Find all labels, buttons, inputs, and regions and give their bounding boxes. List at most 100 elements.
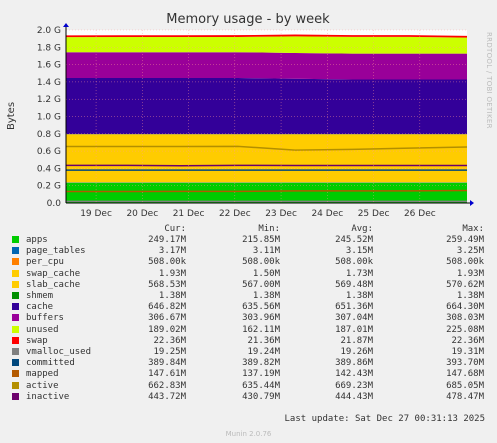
legend-cur-value: 568.53M (148, 279, 186, 290)
area-cache (66, 78, 467, 135)
legend-swatch (12, 247, 19, 255)
x-tick-label: 19 Dec (80, 209, 112, 219)
overlay-lines (66, 145, 468, 203)
legend-cur-value: 443.72M (148, 391, 186, 402)
y-tick-label: 1.4 G (37, 78, 61, 88)
legend-swatch (12, 236, 19, 243)
legend-swatch (12, 314, 19, 322)
legend-max-value: 685.05M (446, 380, 484, 391)
legend-max-value: 225.08M (446, 324, 484, 335)
line-active (66, 145, 468, 151)
header-min: Min: (258, 224, 280, 234)
legend-name: active (26, 380, 59, 391)
legend-name: committed (26, 358, 75, 369)
last-update: Last update: Sat Dec 27 00:31:13 2025 (284, 414, 485, 424)
legend-cur-value: 19.25M (153, 347, 186, 357)
legend-name: swap (26, 335, 48, 346)
header-cur: Cur: (164, 224, 186, 234)
legend-max-value: 19.31M (451, 347, 484, 357)
legend-swatch (12, 303, 19, 311)
legend-min-value: 1.50M (252, 268, 280, 279)
legend-name: per_cpu (26, 257, 64, 268)
legend-avg-value: 389.86M (335, 358, 373, 369)
header-max: Max: (462, 224, 484, 234)
stacked-areas (66, 34, 467, 203)
x-tick-label: 24 Dec (311, 209, 343, 219)
legend-cur-value: 508.00k (148, 257, 186, 268)
legend-avg-value: 142.43M (335, 369, 373, 380)
legend-row-shmem: shmem 1.38M 1.38M 1.38M 1.38M (12, 291, 492, 301)
chart-title: Memory usage - by week (166, 12, 330, 27)
legend-cur-value: 249.17M (148, 235, 186, 245)
legend-min-value: 635.44M (242, 380, 280, 391)
y-tick-label: 0.2 G (37, 182, 61, 192)
rrdtool-credit: RRDTOOL / TOBI OETIKER (485, 32, 493, 129)
legend-row-apps: apps 249.17M 215.85M 245.52M 259.49M (12, 235, 492, 245)
x-tick-label: 23 Dec (265, 209, 297, 219)
legend-avg-value: 307.04M (335, 313, 373, 324)
legend-row-slab-cache: slab_cache 568.53M 567.00M 569.48M 570.62M (12, 280, 492, 290)
legend-name: unused (26, 324, 59, 335)
legend-swatch (12, 258, 19, 266)
legend-min-value: 303.96M (242, 313, 280, 324)
legend-min-value: 19.24M (247, 347, 280, 357)
legend-row-inactive: inactive 443.72M 430.79M 444.43M 478.47M (12, 392, 492, 402)
y-tick-label: 1.8 G (37, 43, 61, 53)
legend-max-value: 22.36M (451, 335, 484, 346)
legend-avg-value: 444.43M (335, 391, 373, 402)
x-axis-ticks: 19 Dec 20 Dec 21 Dec 22 Dec 23 Dec 24 Dec 25 D… (80, 209, 436, 219)
legend-name: inactive (26, 391, 70, 402)
legend-avg-value: 19.26M (340, 347, 373, 357)
y-axis-ticks: 0.0 0.2 G 0.4 G 0.6 G 0.8 G 1.0 G 1.2 G 1.4 G 1.… (37, 26, 61, 209)
legend-name: page_tables (26, 246, 86, 257)
legend-max-value: 664.30M (446, 302, 484, 313)
y-tick-label: 0.8 G (37, 130, 61, 140)
legend-avg-value: 1.73M (345, 268, 373, 279)
legend-cur-value: 306.67M (148, 313, 186, 324)
legend-avg-value: 569.48M (335, 279, 373, 290)
legend-min-value: 567.00M (242, 279, 280, 290)
legend-max-value: 3.25M (456, 246, 484, 257)
legend-avg-value: 508.00k (335, 257, 373, 268)
y-tick-label: 2.0 G (37, 26, 61, 36)
legend-max-value: 570.62M (446, 279, 484, 290)
legend-row-active: active 662.83M 635.44M 669.23M 685.05M (12, 381, 492, 391)
legend-row-per-cpu: per_cpu 508.00k 508.00k 508.00k 508.00k (12, 257, 492, 267)
legend-name: mapped (26, 369, 59, 380)
legend-avg-value: 3.15M (345, 246, 373, 257)
x-axis-arrow-icon (470, 200, 474, 206)
legend-row-buffers: buffers 306.67M 303.96M 307.04M 308.03M (12, 313, 492, 323)
y-axis-label: Bytes (6, 102, 17, 130)
y-tick-label: 0.4 G (37, 164, 61, 174)
legend-row-committed: committed 389.84M 389.82M 389.86M 393.70M (12, 358, 492, 368)
legend-min-value: 1.38M (252, 291, 280, 301)
y-tick-label: 0.0 (47, 199, 62, 209)
legend-min-value: 137.19M (242, 369, 280, 380)
legend-row-vmalloc-used: vmalloc_used 19.25M 19.24M 19.26M 19.31M (12, 347, 492, 357)
legend-avg-value: 187.01M (335, 324, 373, 335)
y-tick-label: 1.0 G (37, 113, 61, 123)
legend-min-value: 21.36M (247, 335, 280, 346)
legend-cur-value: 147.61M (148, 369, 186, 380)
legend-max-value: 393.70M (446, 358, 484, 369)
munin-version: Munin 2.0.76 (225, 430, 272, 438)
legend-name: apps (26, 235, 48, 245)
y-tick-label: 1.6 G (37, 61, 61, 71)
legend-min-value: 430.79M (242, 391, 280, 402)
area-apps (66, 182, 467, 203)
legend-row-swap-cache: swap_cache 1.93M 1.50M 1.73M 1.93M (12, 269, 492, 279)
legend-cur-value: 662.83M (148, 380, 186, 391)
legend-swatch (12, 336, 19, 344)
area-unused (66, 36, 467, 54)
legend-cur-value: 1.93M (158, 268, 186, 279)
legend-name: vmalloc_used (26, 347, 92, 357)
legend-swatch (12, 325, 19, 333)
legend-swatch (12, 269, 19, 277)
legend-swatch (12, 348, 19, 355)
legend-swatch (12, 370, 19, 378)
x-tick-label: 21 Dec (173, 209, 205, 219)
legend-swatch (12, 280, 19, 288)
legend-max-value: 1.93M (456, 268, 484, 279)
y-tick-label: 0.6 G (37, 147, 61, 157)
legend-max-value: 1.38M (456, 291, 484, 301)
